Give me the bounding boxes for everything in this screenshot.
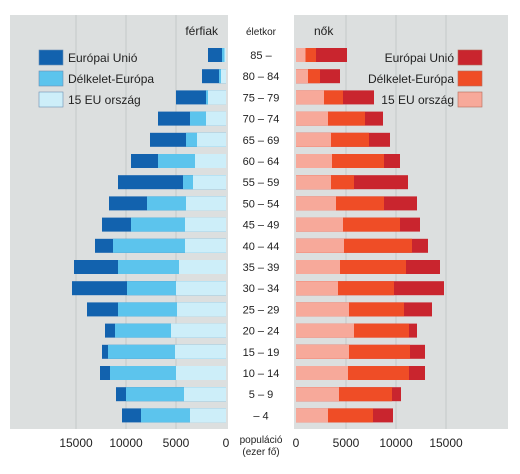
bar-male-2-3 (206, 111, 226, 126)
bar-male-2-16 (184, 387, 226, 402)
bar-male-2-4 (197, 132, 226, 147)
age-label: 55 – 59 (243, 177, 280, 189)
bar-female-2-16 (296, 387, 339, 402)
x-axis-label-line2: (ezer fő) (242, 447, 279, 458)
bar-female-2-0 (296, 48, 306, 62)
tick-label-female: 0 (293, 436, 300, 450)
legend-label-male: 15 EU ország (68, 93, 141, 107)
bar-female-2-9 (296, 238, 344, 253)
age-label: 5 – 9 (249, 389, 273, 401)
age-axis-band (228, 15, 294, 429)
bar-male-0-0 (208, 48, 226, 62)
bar-female-2-3 (296, 111, 328, 126)
bar-female-2-1 (296, 69, 308, 84)
left-header: férfiak (185, 24, 219, 38)
bar-male-2-0 (224, 48, 226, 62)
age-label: 60 – 64 (243, 156, 280, 168)
tick-label-female: 10000 (379, 436, 413, 450)
age-label: 25 – 29 (243, 304, 280, 316)
tick-label-male: 0 (223, 436, 230, 450)
legend-female: Európai Unió Délkelet-Európa 15 EU ország (368, 49, 483, 108)
bar-female-2-15 (296, 366, 348, 380)
bar-female-2-2 (296, 90, 324, 105)
bar-male-2-13 (171, 323, 226, 338)
legend-male: Európai Unió Délkelet-Európa 15 EU ország (38, 49, 154, 108)
age-label: 75 – 79 (243, 92, 280, 104)
female-bars (296, 48, 444, 423)
age-label: 40 – 44 (243, 241, 280, 253)
bar-male-2-5 (195, 154, 226, 168)
bar-male-2-14 (175, 344, 226, 359)
legend-label-female: Délkelet-Európa (368, 72, 454, 86)
bar-male-2-9 (185, 238, 226, 253)
age-label: 50 – 54 (243, 198, 280, 210)
legend-label-male: Délkelet-Európa (68, 72, 154, 86)
bar-male-2-17 (190, 408, 226, 423)
tick-label-male: 15000 (59, 436, 93, 450)
bar-female-2-7 (296, 196, 336, 211)
legend-swatch-male (38, 49, 64, 66)
bar-female-2-11 (296, 281, 338, 296)
age-label: 30 – 34 (243, 283, 280, 295)
male-bars (72, 48, 226, 423)
bar-female-2-17 (296, 408, 328, 423)
bar-male-2-12 (177, 302, 226, 317)
age-label: 65 – 69 (243, 135, 280, 147)
center-header: életkor (246, 27, 277, 38)
bar-female-2-5 (296, 154, 332, 168)
age-label: 45 – 49 (243, 220, 280, 232)
age-label: 70 – 74 (243, 114, 280, 126)
age-label: – 4 (253, 410, 268, 422)
x-axis-label-line1: populáció (240, 435, 283, 446)
bar-male-2-1 (221, 69, 226, 84)
tick-label-male: 10000 (109, 436, 143, 450)
bar-male-2-8 (185, 217, 226, 232)
bar-male-2-15 (176, 366, 226, 380)
legend-label-female: Európai Unió (385, 51, 455, 65)
bar-male-2-11 (176, 281, 226, 296)
bar-female-2-12 (296, 302, 349, 317)
bar-female-2-8 (296, 217, 343, 232)
legend-label-male: Európai Unió (68, 51, 138, 65)
legend-swatch-female (457, 49, 483, 66)
bar-male-2-10 (179, 260, 226, 274)
bar-male-1-0 (222, 48, 226, 62)
bar-female-2-10 (296, 260, 340, 274)
age-labels: 85 – 80 – 84 75 – 79 70 – 74 65 – 69 60 – 64 5… (243, 50, 280, 422)
tick-label-male: 5000 (163, 436, 190, 450)
bar-female-2-4 (296, 132, 331, 147)
age-label: 20 – 24 (243, 326, 280, 338)
age-label: 80 – 84 (243, 71, 280, 83)
legend-swatch-female (457, 91, 483, 108)
legend-swatch-female (457, 70, 483, 87)
bar-male-2-6 (193, 175, 226, 190)
bar-male-2-2 (208, 90, 226, 105)
tick-label-female: 5000 (333, 436, 360, 450)
bar-female-2-6 (296, 175, 331, 190)
right-header: nők (314, 24, 334, 38)
legend-swatch-male (38, 91, 64, 108)
age-label: 35 – 39 (243, 262, 280, 274)
age-label: 15 – 19 (243, 347, 280, 359)
bar-female-2-14 (296, 344, 349, 359)
age-label: 10 – 14 (243, 368, 280, 380)
x-axis-ticks: 0 0 5000 5000 10000 10000 15000 15000 (59, 436, 463, 450)
tick-label-female: 15000 (429, 436, 463, 450)
legend-label-female: 15 EU ország (381, 93, 454, 107)
age-label: 85 – (250, 50, 272, 62)
legend-swatch-male (38, 70, 64, 87)
bar-male-2-7 (186, 196, 226, 211)
bar-female-2-13 (296, 323, 354, 338)
